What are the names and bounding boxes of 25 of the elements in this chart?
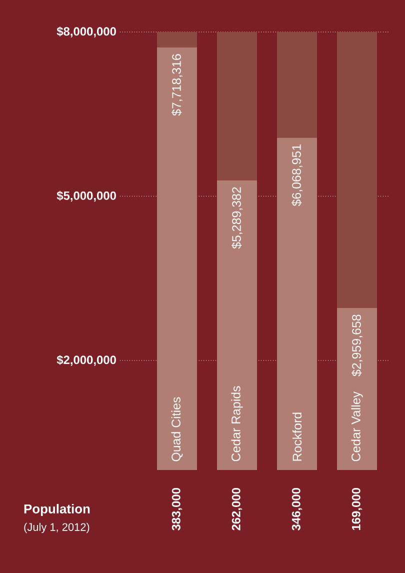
text: 169,000 — [352, 488, 362, 530]
y-tick-label: $8,000,000 — [56, 26, 116, 38]
y-tick-label: $5,000,000 — [56, 190, 116, 202]
x-tick-label: Quad Cities — [171, 397, 183, 462]
data-label: $5,289,382 — [232, 187, 242, 249]
bar — [217, 32, 257, 180]
bar — [337, 308, 377, 470]
bar — [337, 32, 377, 308]
x-tick-label: Rockford — [292, 412, 302, 461]
data-label: $2,959,658 — [352, 314, 362, 376]
bar — [156, 47, 197, 470]
bar — [156, 32, 197, 48]
y-tick-label: $2,000,000 — [56, 355, 116, 366]
text: (July 1, 2012) — [24, 522, 90, 534]
text: 346,000 — [292, 488, 302, 530]
x-tick-label: Cedar Rapids — [231, 386, 243, 462]
text: 262,000 — [232, 488, 242, 530]
text: Population — [24, 504, 90, 516]
text: 383,000 — [172, 488, 182, 530]
bar — [277, 32, 317, 138]
x-tick-label: Cedar Valley — [351, 391, 363, 462]
bar — [217, 180, 257, 470]
bar — [277, 138, 317, 470]
data-label: $7,718,316 — [172, 54, 182, 116]
data-label: $6,068,951 — [292, 144, 302, 206]
